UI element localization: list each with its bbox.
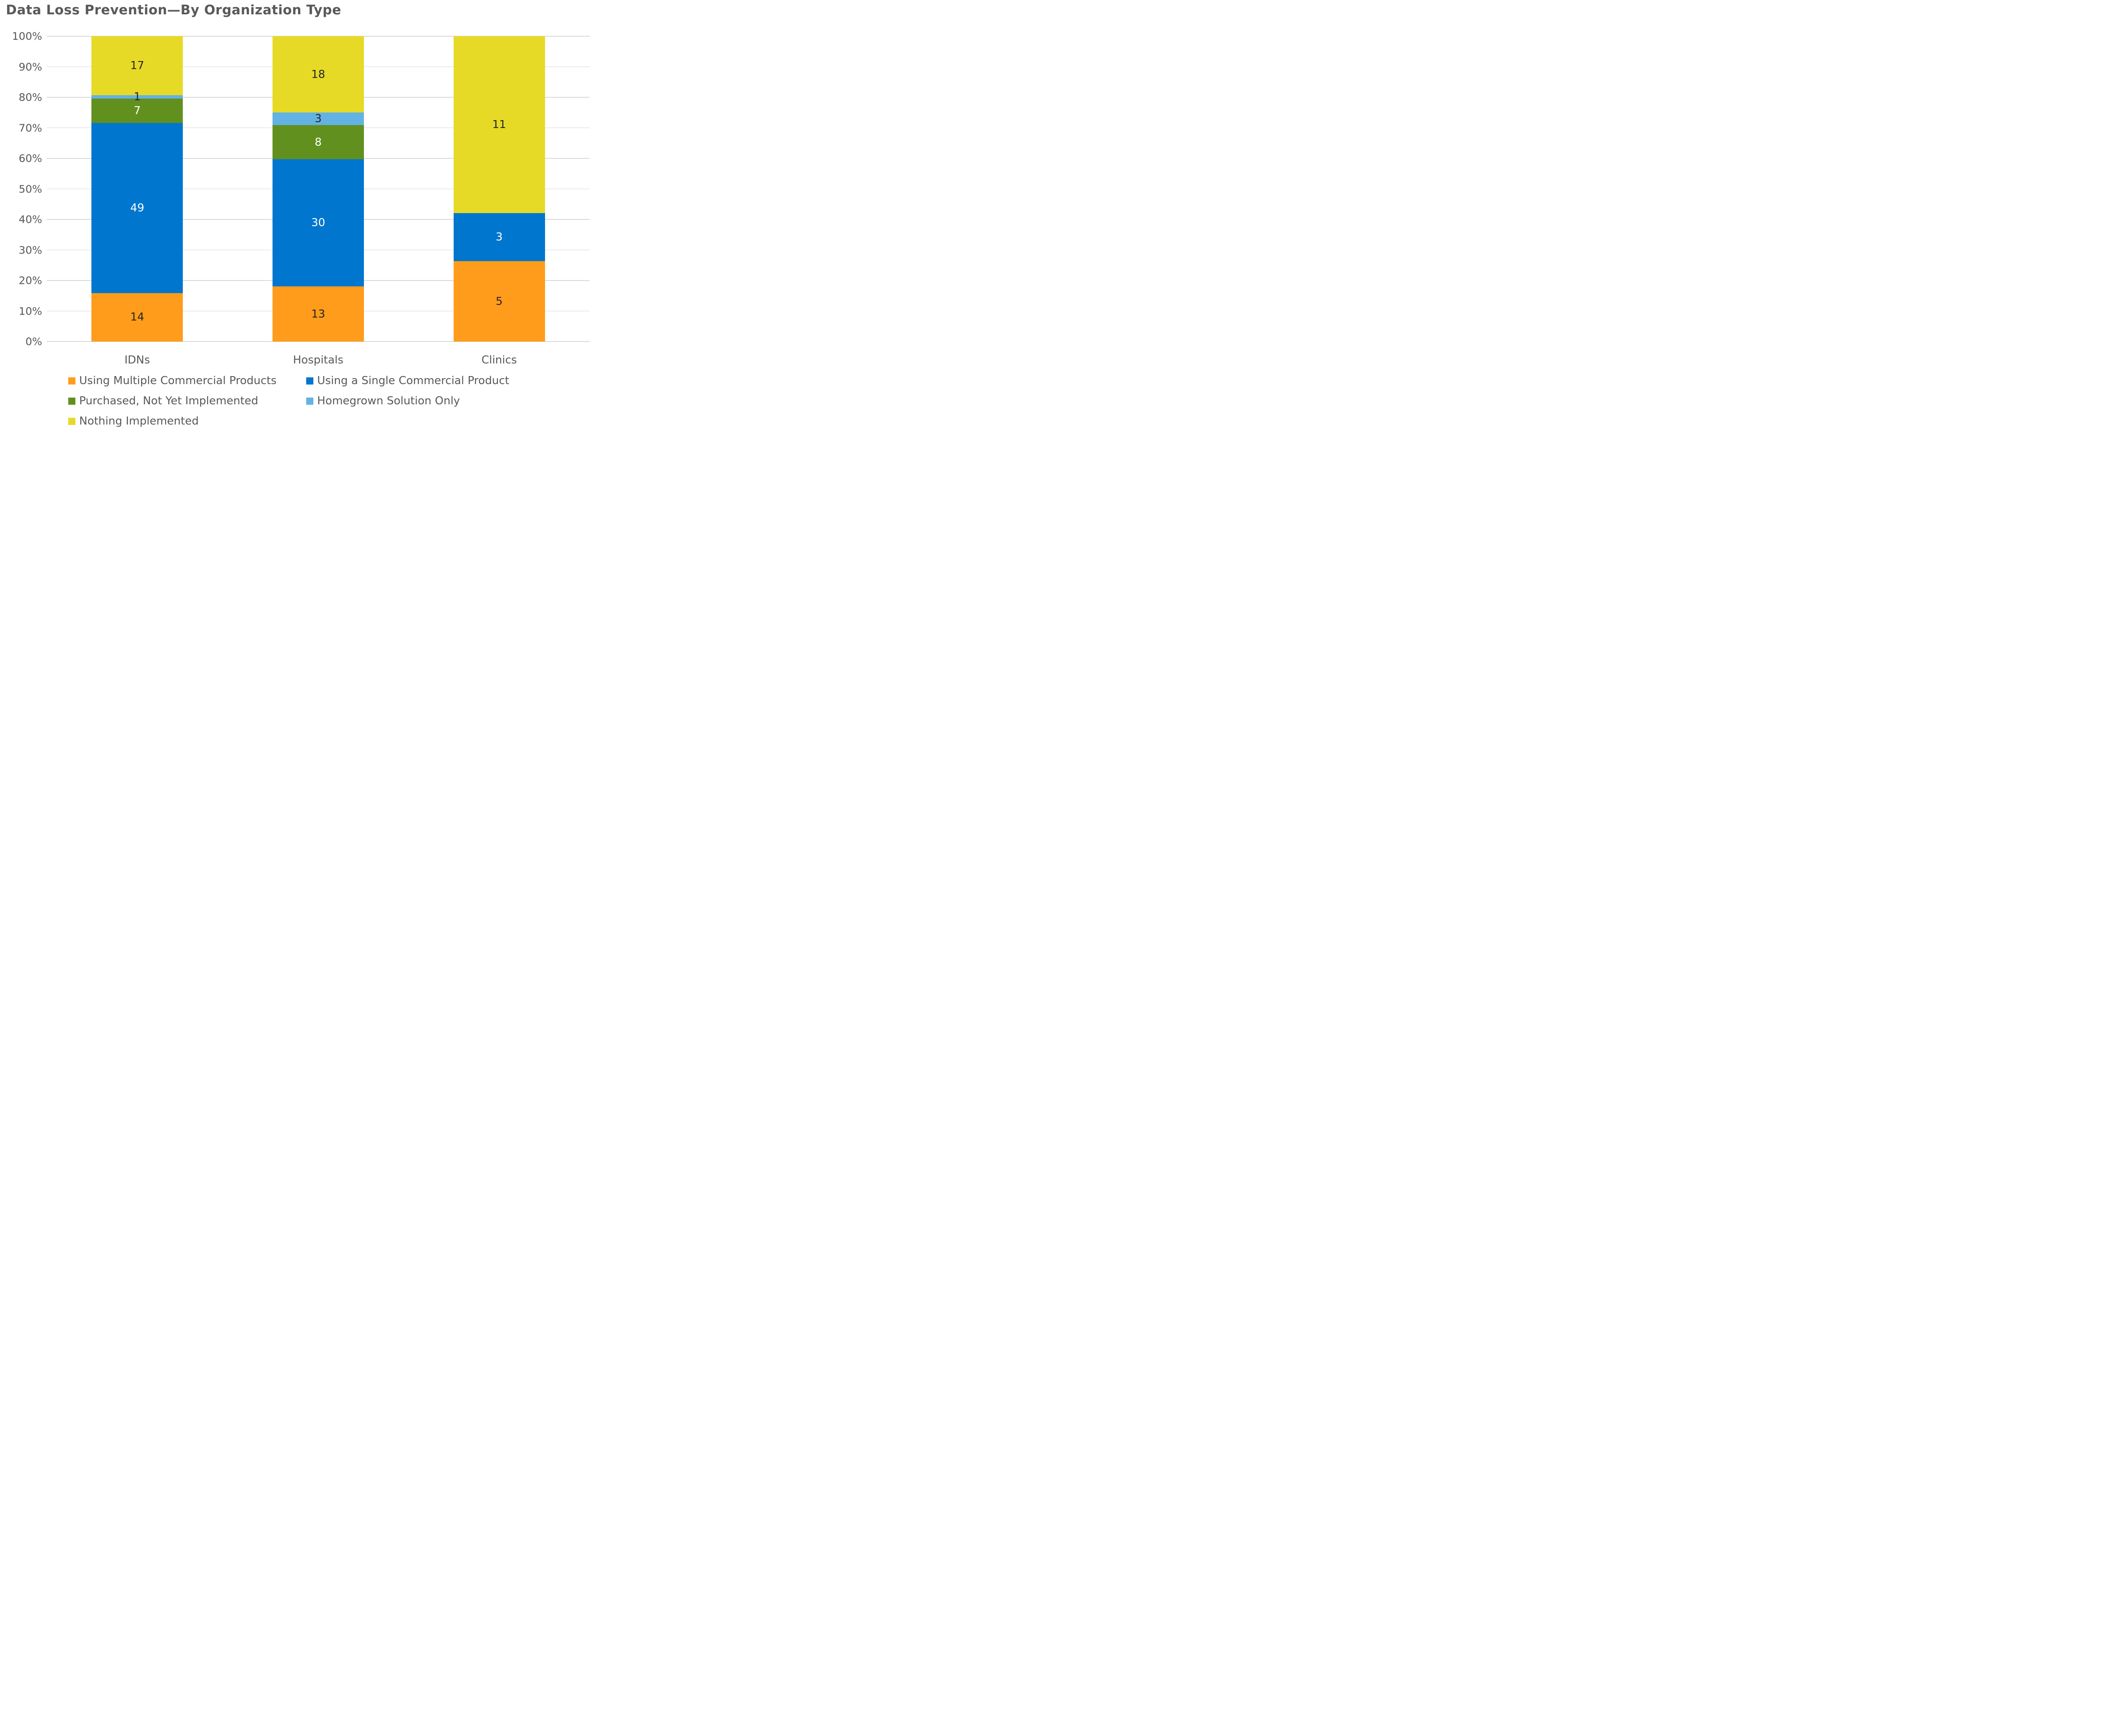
data-label: 11 (492, 118, 506, 131)
legend-item: Homegrown Solution Only (306, 395, 509, 407)
data-label: 3 (495, 230, 503, 243)
bar-segment (453, 261, 545, 342)
stacked-bar-hospitals: 13 30 8 3 18 (273, 36, 364, 342)
legend-swatch (306, 397, 313, 405)
x-category-label-idns: IDNs (124, 354, 150, 366)
data-label: 7 (134, 104, 141, 118)
stacked-bar-clinics: 5 3 11 (453, 36, 545, 342)
y-tick-label-10: 10% (19, 305, 42, 317)
gridline-0 (47, 341, 590, 342)
data-label: 14 (130, 311, 144, 324)
y-tick-label-70: 70% (19, 122, 42, 134)
legend-item: Using a Single Commercial Product (306, 374, 509, 387)
legend-swatch (306, 377, 313, 385)
y-tick-label-20: 20% (19, 274, 42, 287)
y-tick-label-40: 40% (19, 213, 42, 226)
y-tick-label-80: 80% (19, 91, 42, 104)
data-label: 13 (311, 307, 326, 320)
bar-segment (91, 99, 183, 123)
bar-segment (453, 36, 545, 213)
chart-container: Data Loss Prevention—By Organization Typ… (0, 0, 598, 435)
legend-label: Using Multiple Commercial Products (79, 374, 277, 387)
bar-segment (453, 213, 545, 262)
bar-segment (273, 286, 364, 342)
legend-label: Nothing Implemented (79, 415, 199, 427)
legend-label: Homegrown Solution Only (317, 395, 460, 407)
data-label: 3 (315, 112, 322, 126)
data-label: 1 (134, 91, 141, 104)
data-label: 8 (315, 136, 322, 149)
y-tick-label-50: 50% (19, 183, 42, 195)
x-category-label-hospitals: Hospitals (293, 354, 344, 366)
legend-swatch (68, 377, 75, 385)
chart-title: Data Loss Prevention—By Organization Typ… (6, 3, 342, 18)
data-label: 17 (130, 59, 144, 72)
x-category-label-clinics: Clinics (481, 354, 517, 366)
bar-segment (273, 36, 364, 113)
legend: Using Multiple Commercial Products Using … (68, 371, 509, 431)
legend-swatch (68, 417, 75, 425)
data-label: 30 (311, 216, 326, 230)
bar-segment (273, 125, 364, 160)
legend-item: Nothing Implemented (68, 415, 306, 427)
plot-area: 0% 10% 20% 30% 40% 50% 60% 70% 80% 90% 100% 14 49 7 1… (12, 30, 590, 348)
y-tick-label-60: 60% (19, 152, 42, 165)
stacked-bar-idns: 14 49 7 1 17 (91, 36, 183, 342)
y-tick-label-30: 30% (19, 244, 42, 256)
bar-segment (91, 36, 183, 96)
legend-item: Using Multiple Commercial Products (68, 374, 306, 387)
bar-segment (91, 293, 183, 342)
y-tick-label-100: 100% (12, 30, 42, 43)
bar-segment (273, 112, 364, 126)
legend-label: Purchased, Not Yet Implemented (79, 395, 259, 407)
legend-label: Using a Single Commercial Product (317, 374, 509, 387)
bar-segment (91, 95, 183, 99)
bar-segment (91, 123, 183, 293)
data-label: 5 (495, 295, 503, 308)
data-label: 49 (130, 201, 144, 214)
y-tick-label-90: 90% (19, 61, 42, 73)
legend-item: Purchased, Not Yet Implemented (68, 395, 306, 407)
legend-swatch (68, 397, 75, 405)
bar-segment (273, 159, 364, 287)
y-tick-label-0: 0% (25, 335, 42, 348)
data-label: 18 (311, 68, 326, 81)
